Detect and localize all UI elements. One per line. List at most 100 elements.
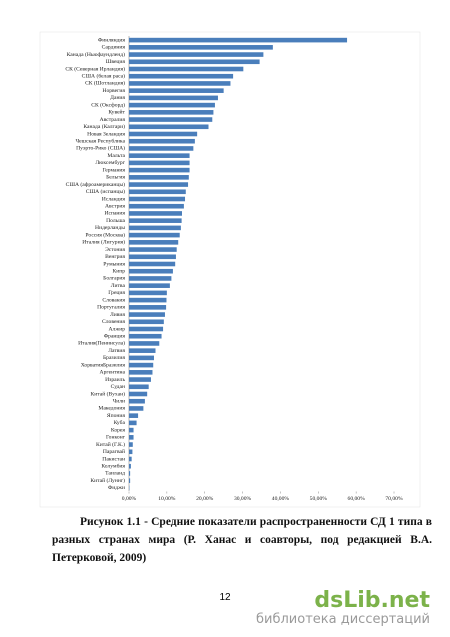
- y-tick-label: Корея: [111, 427, 126, 433]
- bar: [129, 45, 273, 50]
- bar: [129, 297, 167, 303]
- x-tick-label: 50,00%: [310, 496, 328, 502]
- y-tick-label: Венгрия: [105, 254, 125, 260]
- y-tick-label: Португалия: [97, 305, 125, 311]
- bar: [129, 283, 170, 288]
- bar: [129, 203, 184, 209]
- bar: [129, 427, 134, 433]
- y-tick-label: Литва: [111, 283, 126, 289]
- bar: [129, 196, 186, 202]
- bar: [129, 167, 190, 173]
- x-tick-label: 0,00%: [122, 496, 137, 502]
- y-tick-label: Фиджи: [108, 485, 125, 491]
- y-tick-label: Таиланд: [105, 471, 125, 477]
- bar: [129, 232, 180, 238]
- chart: 0,00% 10,00% 20,00% 30,00% 40,00% 50,00% 60,00…: [39, 31, 421, 508]
- bar: [129, 449, 133, 455]
- y-tick-label: Франция: [104, 334, 126, 340]
- y-tick-label: Болгария: [103, 276, 125, 282]
- bar: [129, 377, 151, 382]
- y-tick-label: США (испанцы): [86, 188, 125, 195]
- watermark-logo: dsLib.net: [314, 588, 430, 613]
- y-tick-label: СК (Северная Ирландия): [65, 65, 125, 72]
- y-tick-label: Латвия: [108, 348, 125, 354]
- y-tick-label: Норвегия: [102, 88, 125, 94]
- bar: [129, 362, 154, 368]
- y-tick-label: Судан: [111, 384, 125, 390]
- bar: [129, 406, 144, 411]
- y-tick-label: Исландия: [102, 196, 126, 202]
- bar: [129, 370, 153, 375]
- y-tick-label: Пуэрто-Рико (США): [76, 145, 125, 152]
- y-tick-label: Япония: [107, 413, 126, 419]
- bar: [129, 81, 231, 86]
- bar: [129, 131, 198, 137]
- bar: [129, 384, 149, 390]
- y-tick-label: Бельгия: [106, 175, 125, 181]
- y-tick-label: Кипр: [112, 269, 125, 275]
- bar: [129, 391, 148, 397]
- x-tick-label: 60,00%: [348, 496, 366, 502]
- y-tick-label: Финляндия: [98, 37, 126, 43]
- y-tick-label: Сардиния: [102, 45, 126, 51]
- bar: [129, 95, 218, 101]
- bar: [129, 463, 131, 469]
- bar: [129, 312, 165, 317]
- bar: [129, 268, 173, 274]
- bar: [129, 182, 189, 187]
- bar: [129, 333, 162, 339]
- y-tick-label: Китай (Луннг): [90, 477, 125, 484]
- bar: [129, 189, 186, 195]
- bar: [129, 254, 176, 260]
- y-tick-label: Словакия: [102, 297, 125, 303]
- bar: [129, 117, 213, 122]
- figure-caption: Рисунок 1.1 - Средние показатели распрос…: [52, 516, 432, 564]
- bar: [129, 110, 214, 115]
- y-tick-label: Швеция: [106, 59, 126, 65]
- bar: [129, 102, 215, 108]
- bar: [129, 247, 177, 252]
- bar: [129, 88, 224, 93]
- y-tick-label: Алжир: [109, 326, 126, 332]
- bar: [129, 211, 182, 216]
- x-tick-label: 70,00%: [385, 496, 403, 502]
- bar: [129, 290, 167, 296]
- x-tick-label: 20,00%: [196, 496, 214, 502]
- y-tick-label: Австралия: [100, 117, 126, 123]
- y-tick-label: Румыния: [103, 261, 125, 267]
- bar: [129, 153, 190, 158]
- y-tick-label: СК (Оксфорд): [91, 101, 125, 108]
- y-tick-label: Китай (Г.К.): [96, 441, 125, 448]
- bar: [129, 138, 195, 144]
- y-tick-label: Италия(Пенинсула): [78, 340, 125, 347]
- watermark-tagline: библиотека диссертаций: [256, 612, 430, 627]
- bar: [129, 160, 190, 166]
- bar: [129, 471, 131, 476]
- chart-frame: [39, 31, 421, 508]
- y-tick-label: Чешская Республика: [76, 138, 126, 145]
- y-tick-label: Бразилия: [103, 355, 125, 361]
- y-tick-label: США (белая раса): [82, 73, 125, 80]
- bar: [129, 73, 234, 79]
- y-tick-label: Испания: [104, 211, 125, 217]
- x-tick-label: 30,00%: [234, 496, 252, 502]
- bar: [129, 442, 133, 447]
- y-tick-label: Аргентина: [100, 370, 126, 376]
- bar: [129, 276, 172, 281]
- bar: [129, 456, 132, 462]
- bar: [129, 218, 182, 223]
- bar: [129, 146, 194, 151]
- bar: [129, 37, 348, 43]
- bar: [129, 175, 189, 180]
- y-tick-label: Дания: [110, 95, 125, 101]
- y-tick-label: Чили: [113, 399, 125, 405]
- y-tick-label: Гонконг: [106, 435, 126, 441]
- bar: [129, 326, 164, 332]
- y-tick-label: ХорватияБразилия: [81, 362, 126, 368]
- bar: [129, 225, 181, 231]
- y-tick-label: Эстония: [105, 247, 125, 253]
- y-tick-label: Греция: [108, 290, 125, 296]
- y-tick-label: Китай (Вухан): [91, 390, 126, 397]
- y-tick-label: США (афроамериканцы): [66, 181, 126, 188]
